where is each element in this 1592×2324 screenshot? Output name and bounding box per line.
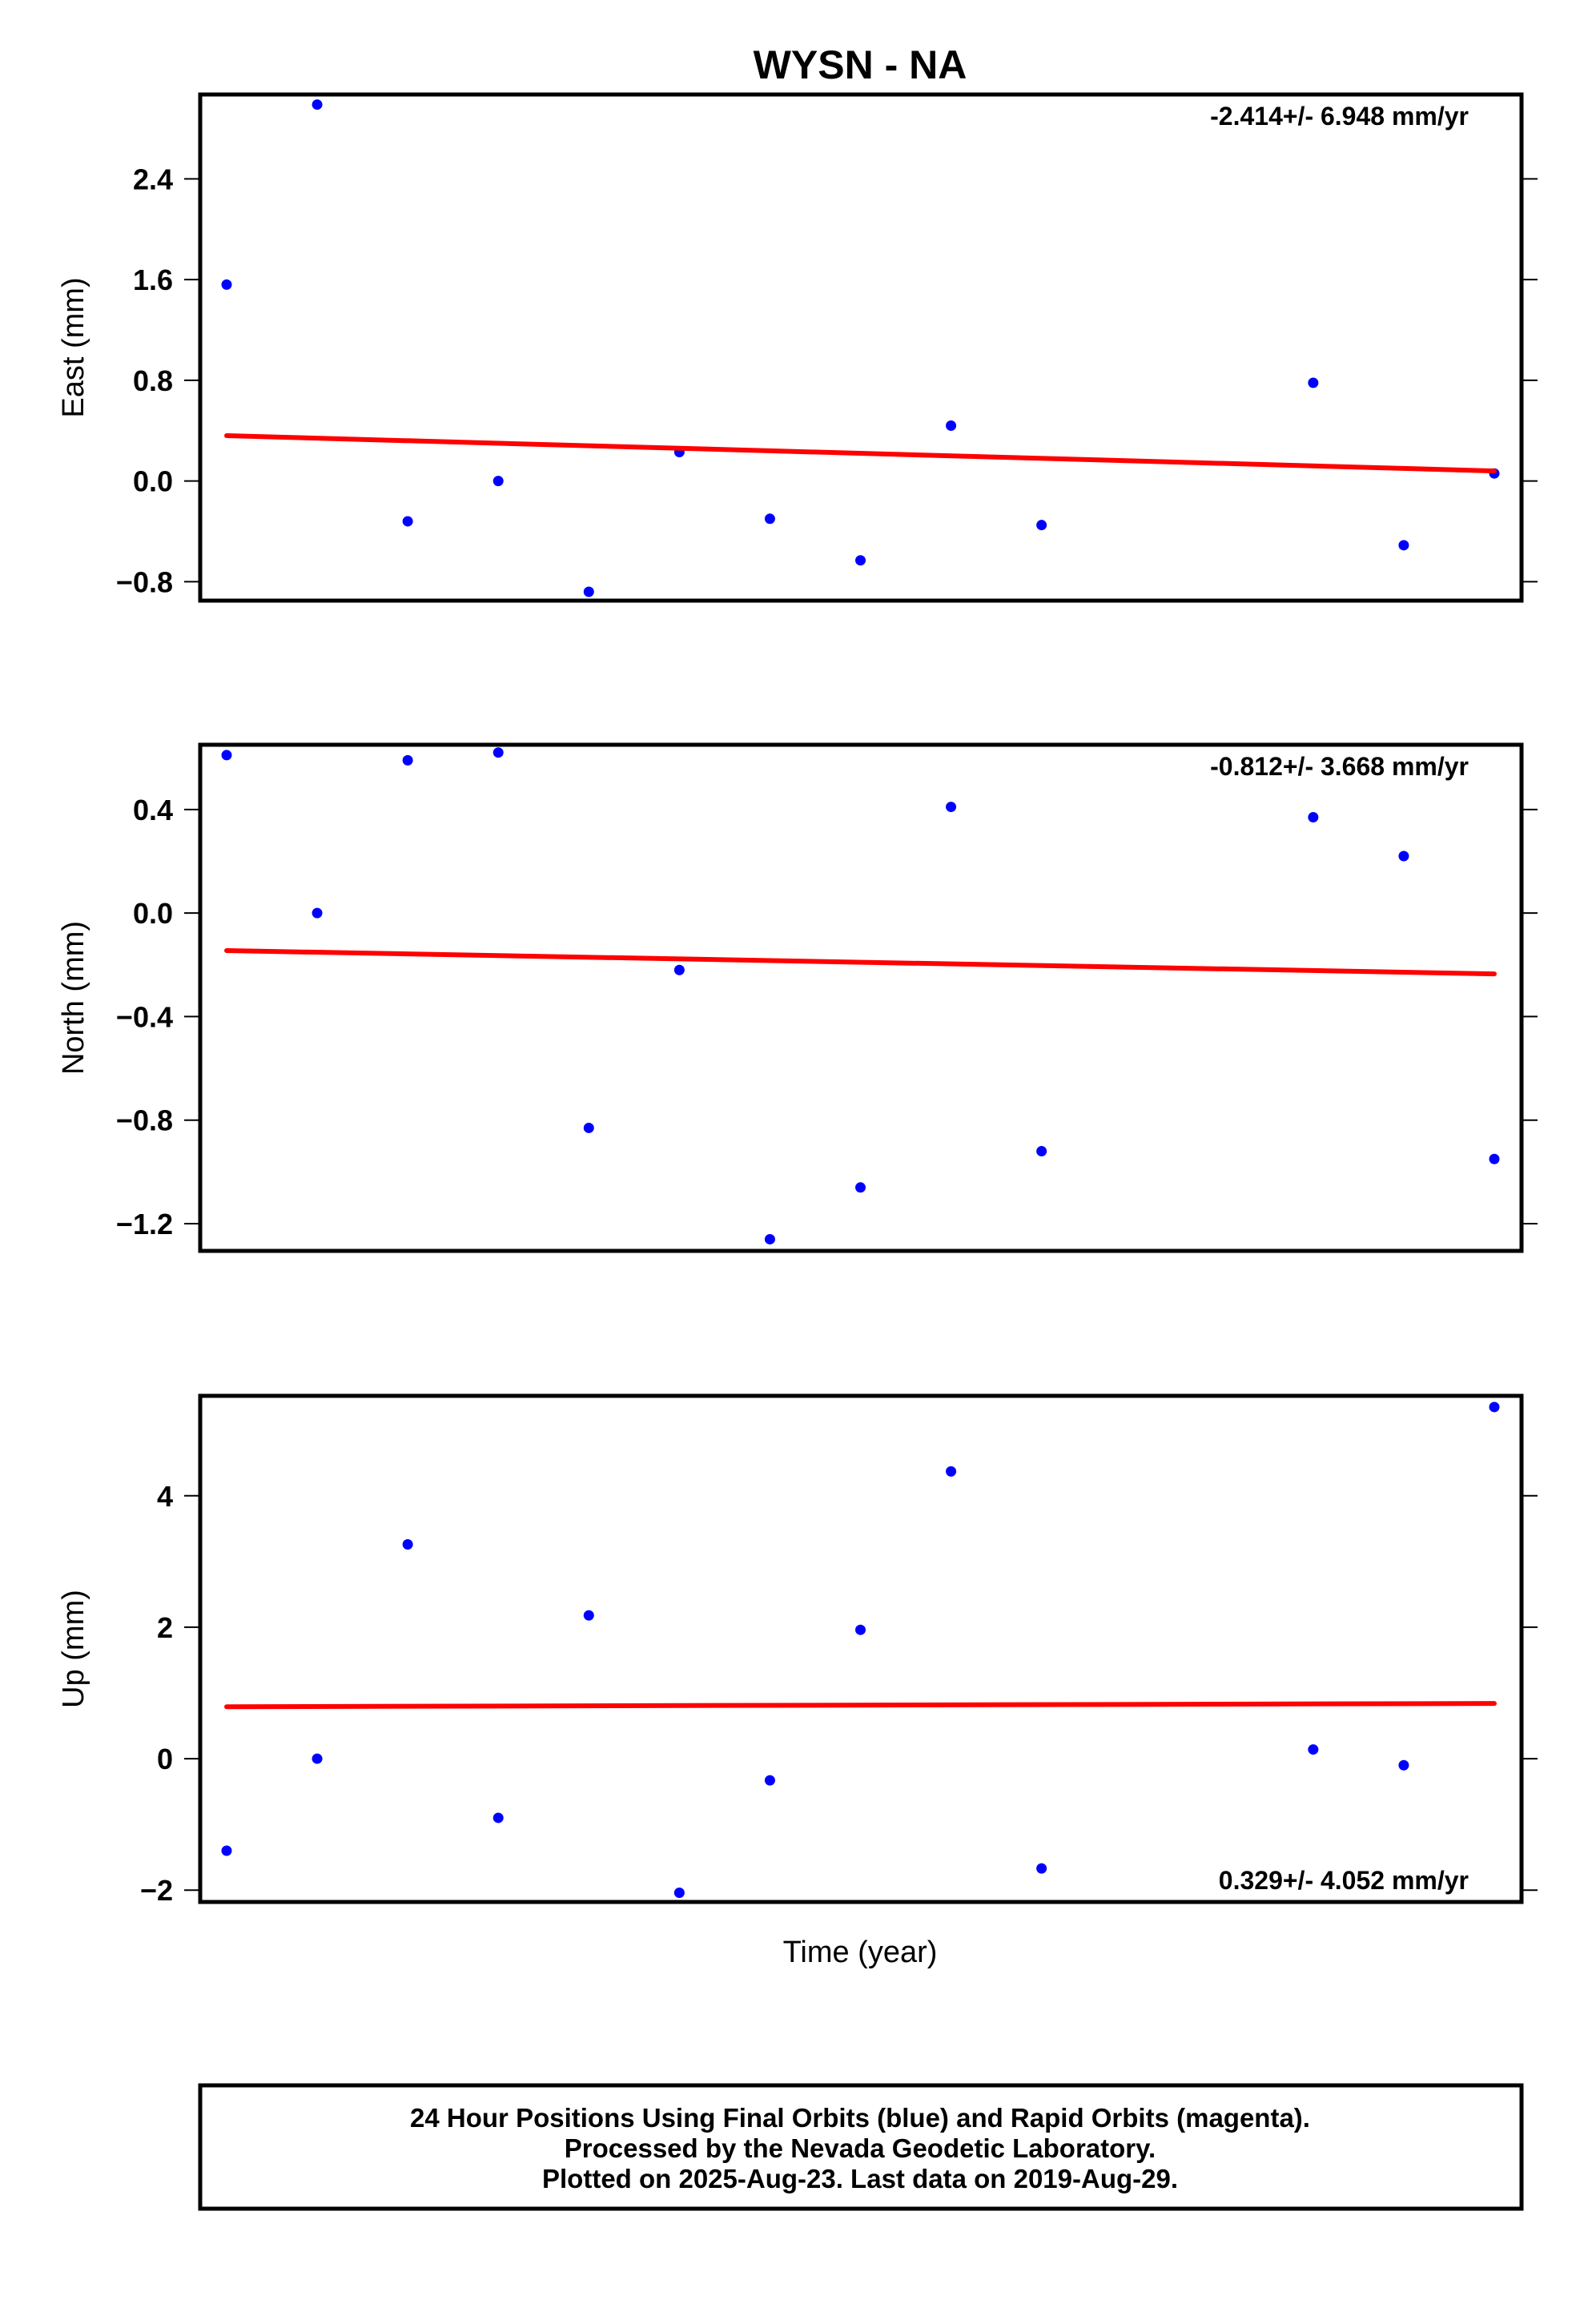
y-tick-label: −1.2 bbox=[116, 1208, 173, 1240]
data-point bbox=[764, 513, 775, 525]
panels-group: 2.4 1.6 0.8 0.0 −0.8 East (mm) -2.414+/- 6.948… bbox=[57, 92, 1538, 1907]
data-point bbox=[1308, 812, 1319, 823]
panel-north: 0.4 0.0 −0.4 −0.8 −1.2 North (mm) -0.812+/- 3.… bbox=[57, 742, 1538, 1253]
footer-line-2: Processed by the Nevada Geodetic Laborat… bbox=[565, 2133, 1156, 2163]
trend-line bbox=[224, 433, 1497, 474]
data-point bbox=[221, 1845, 232, 1856]
y-axis-label: Up (mm) bbox=[57, 1590, 90, 1708]
x-axis-label: Time (year) bbox=[783, 1936, 938, 1969]
y-tick-label: 0.8 bbox=[133, 364, 173, 397]
y-tick-label: 2 bbox=[157, 1611, 173, 1644]
data-point bbox=[492, 747, 504, 758]
data-point bbox=[673, 964, 685, 975]
data-point bbox=[946, 1466, 957, 1477]
data-point bbox=[1036, 520, 1047, 531]
y-tick-label: −0.8 bbox=[116, 565, 173, 598]
data-point bbox=[402, 516, 413, 527]
trend-line bbox=[224, 1701, 1497, 1710]
y-tick-label: 0.4 bbox=[133, 794, 173, 826]
y-tick-label: 4 bbox=[157, 1480, 173, 1513]
data-point bbox=[764, 1775, 775, 1786]
data-point bbox=[583, 1610, 594, 1621]
data-point bbox=[673, 1888, 685, 1899]
footer-line-1: 24 Hour Positions Using Final Orbits (bl… bbox=[410, 2103, 1310, 2133]
data-point bbox=[583, 586, 594, 597]
y-tick-label: 2.4 bbox=[133, 163, 173, 195]
velocity-rate-label: -2.414+/- 6.948 mm/yr bbox=[1210, 102, 1469, 131]
data-point bbox=[1036, 1146, 1047, 1157]
plot-frame bbox=[198, 742, 1524, 1253]
data-point bbox=[855, 555, 866, 566]
y-axis-label: East (mm) bbox=[57, 277, 90, 417]
y-tick-label: −2 bbox=[140, 1874, 173, 1907]
data-point bbox=[402, 754, 413, 766]
data-point bbox=[1398, 850, 1409, 862]
trend-line bbox=[224, 948, 1497, 977]
y-tick-label: 0.0 bbox=[133, 465, 173, 498]
y-tick-label: 1.6 bbox=[133, 263, 173, 296]
data-point bbox=[221, 750, 232, 761]
y-axis-label: North (mm) bbox=[57, 921, 90, 1075]
data-point bbox=[855, 1624, 866, 1635]
data-point bbox=[312, 99, 323, 111]
data-point bbox=[1308, 377, 1319, 388]
data-point bbox=[312, 907, 323, 919]
y-tick-label: −0.4 bbox=[116, 1000, 173, 1033]
data-point bbox=[855, 1182, 866, 1193]
data-point bbox=[946, 802, 957, 813]
y-tick-label: 0.0 bbox=[133, 897, 173, 930]
data-point bbox=[1036, 1863, 1047, 1874]
data-point bbox=[764, 1233, 775, 1244]
y-tick-label: −0.8 bbox=[116, 1104, 173, 1137]
data-point bbox=[492, 1812, 504, 1823]
data-point bbox=[492, 476, 504, 487]
data-point bbox=[1398, 540, 1409, 551]
footer-line-3: Plotted on 2025-Aug-23. Last data on 201… bbox=[542, 2164, 1178, 2193]
plot-frame bbox=[198, 92, 1524, 603]
footer-frame bbox=[198, 2083, 1524, 2211]
data-point bbox=[1398, 1759, 1409, 1771]
data-point bbox=[1489, 1401, 1500, 1413]
data-point bbox=[402, 1538, 413, 1550]
data-point bbox=[946, 420, 957, 431]
velocity-rate-label: 0.329+/- 4.052 mm/yr bbox=[1219, 1866, 1469, 1895]
data-point bbox=[583, 1122, 594, 1133]
data-point bbox=[312, 1753, 323, 1764]
data-point bbox=[221, 279, 232, 290]
y-tick-label: 0 bbox=[157, 1743, 173, 1775]
data-point bbox=[1489, 1153, 1500, 1164]
data-point bbox=[1308, 1744, 1319, 1755]
footer-box: 24 Hour Positions Using Final Orbits (bl… bbox=[198, 2083, 1524, 2211]
figure-title: WYSN - NA bbox=[754, 42, 967, 87]
panel-east: 2.4 1.6 0.8 0.0 −0.8 East (mm) -2.414+/- 6.948… bbox=[57, 92, 1538, 603]
panel-up: 4 2 0 −2 Up (mm) 0.329+/- 4.052 mm/yr bbox=[57, 1393, 1538, 1907]
velocity-rate-label: -0.812+/- 3.668 mm/yr bbox=[1210, 752, 1469, 781]
plot-frame bbox=[198, 1393, 1524, 1904]
